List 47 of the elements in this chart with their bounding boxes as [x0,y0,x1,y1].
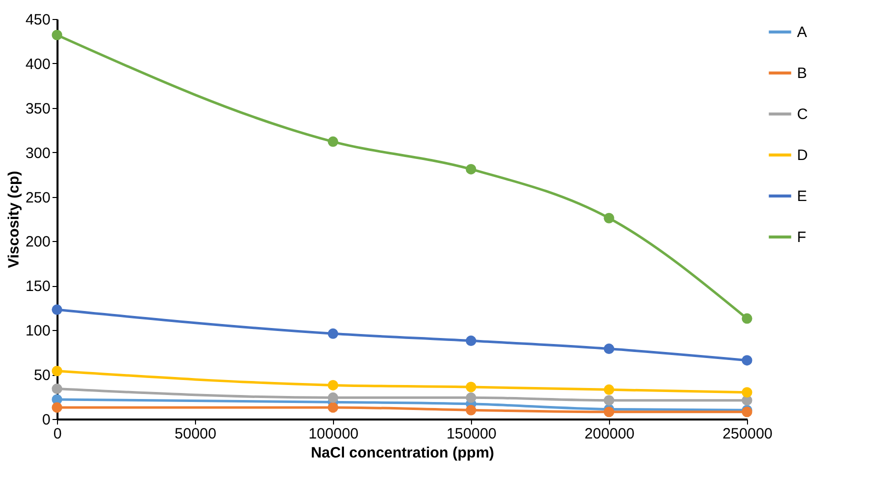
legend-label: E [797,188,808,205]
point [466,336,476,346]
y-tick-label: 100 [25,322,50,340]
point [466,382,476,392]
x-axis-title: NaCl concentration (ppm) [310,444,494,462]
y-tick-label: 250 [25,189,50,206]
y-tick-label: 300 [25,144,50,162]
point [328,402,338,413]
legend-label: D [797,147,808,164]
point [52,384,62,394]
x-tick-label: 0 [53,426,62,442]
legend-label: C [797,106,808,123]
y-tick-label: 0 [42,412,50,428]
point [742,355,752,366]
point [52,30,62,40]
point [52,304,62,315]
y-axis-title: Viscosity (cp) [5,170,22,268]
x-tick-label: 250000 [722,426,773,442]
point [466,164,476,174]
point [604,406,614,418]
point [742,313,752,324]
y-tick-label: 350 [25,100,50,118]
point [328,136,338,147]
x-tick-label: 100000 [308,426,359,442]
legend-label: F [797,229,806,246]
point [604,212,614,224]
y-tick-label: 150 [25,278,50,296]
legend-label: A [797,24,808,41]
legend-label: B [797,65,808,82]
point [466,392,476,403]
point [52,402,62,413]
x-tick-label: 150000 [446,426,497,442]
y-tick-label: 50 [34,367,50,384]
x-tick-label: 50000 [174,426,216,442]
y-tick-label: 450 [25,12,50,28]
point [328,392,338,403]
point [604,395,614,406]
point [742,387,752,398]
point [328,328,338,339]
point [328,380,338,390]
point [604,344,614,354]
y-tick-label: 400 [25,56,50,73]
point [52,366,62,376]
point [604,384,614,395]
y-tick-label: 200 [25,234,50,251]
x-tick-label: 200000 [584,426,635,442]
point [466,404,476,416]
